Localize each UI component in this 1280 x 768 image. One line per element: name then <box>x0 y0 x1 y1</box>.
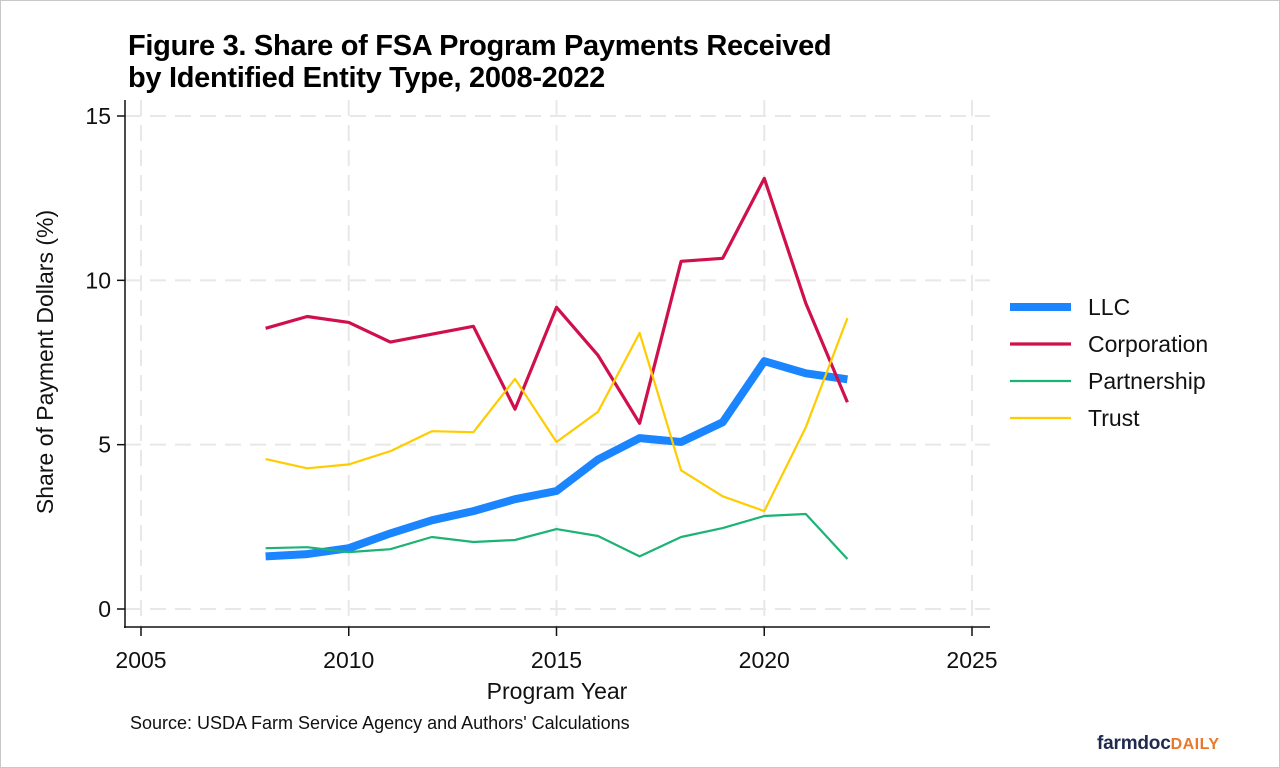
legend-label-partnership: Partnership <box>1088 368 1206 394</box>
series-line-corporation <box>265 176 849 425</box>
series-line-trust <box>265 317 849 513</box>
chart-title: Figure 3. Share of FSA Program Payments … <box>128 30 832 94</box>
x-tick-label: 2010 <box>323 647 374 673</box>
chart-title-line-1: Figure 3. Share of FSA Program Payments … <box>128 30 832 62</box>
brand-part-1: farmdoc <box>1097 733 1171 754</box>
y-tick-label: 15 <box>85 103 111 129</box>
legend-label-llc: LLC <box>1088 294 1130 320</box>
x-tick-label: 2015 <box>531 647 582 673</box>
legend: LLC Corporation Partnership Trust <box>1010 294 1208 431</box>
series-lines <box>265 176 849 561</box>
y-axis-label: Share of Payment Dollars (%) <box>32 210 58 514</box>
legend-label-corporation: Corporation <box>1088 331 1208 357</box>
grid-lines <box>125 100 990 627</box>
brand-part-2: DAILY <box>1170 736 1220 753</box>
farmdoc-daily-logo: farmdocDAILY <box>1097 733 1220 755</box>
chart-title-line-2: by Identified Entity Type, 2008-2022 <box>128 62 605 94</box>
x-tick-label: 2025 <box>946 647 997 673</box>
axes: 0 5 10 15 2005 2010 2015 2020 2025 <box>85 100 998 673</box>
legend-label-trust: Trust <box>1088 405 1140 431</box>
source-note: Source: USDA Farm Service Agency and Aut… <box>130 713 630 733</box>
x-tick-label: 2020 <box>739 647 790 673</box>
series-line-llc <box>265 357 848 561</box>
series-line-partnership <box>265 512 849 560</box>
y-tick-label: 5 <box>98 432 111 458</box>
x-axis-label: Program Year <box>487 678 628 704</box>
x-tick-label: 2005 <box>115 647 166 673</box>
y-tick-label: 0 <box>98 596 111 622</box>
y-tick-label: 10 <box>85 267 111 293</box>
